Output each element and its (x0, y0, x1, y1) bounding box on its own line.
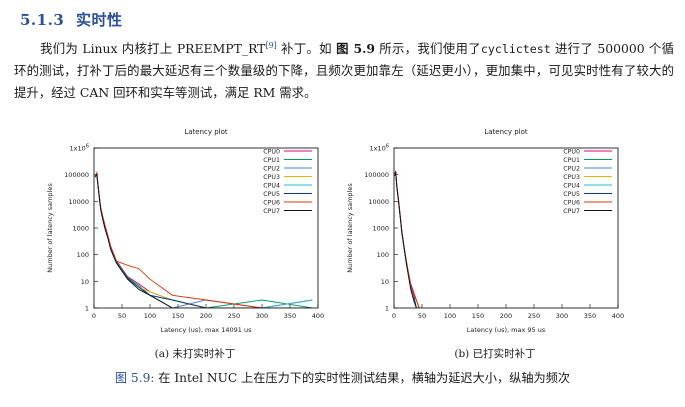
y-tick-label: 1 (385, 305, 389, 313)
x-tick-label: 200 (200, 312, 212, 320)
series-line-cpu1 (394, 171, 422, 308)
y-tick-label: 10000 (368, 198, 389, 206)
x-tick-label: 400 (312, 312, 324, 320)
legend-label-cpu2: CPU2 (263, 166, 280, 173)
legend-label-cpu4: CPU4 (263, 183, 280, 190)
citation-link[interactable]: [9] (265, 40, 277, 50)
y-tick-label: 100 (77, 251, 89, 259)
plot-frame (393, 147, 619, 309)
figure-caption-label: 图 5.9: (114, 371, 155, 385)
x-tick-label: 150 (472, 312, 484, 320)
legend-label-cpu0: CPU0 (263, 149, 280, 156)
latency-plot-unpatched-svg: Latency plot 1 10 100 1000 10000 100000 1x106 0 5… (46, 128, 324, 334)
latency-plot-patched: Latency plot 1 10 100 1000 10000 100000 1x106 0 5… (340, 122, 630, 362)
y-tick-exponent: 6 (386, 144, 389, 150)
x-axis-label: Latency (us), max 14091 us (161, 326, 253, 334)
series-line-cpu5 (394, 171, 422, 308)
y-tick-label: 10 (381, 278, 389, 286)
figure-caption-text: 在 Intel NUC 上在压力下的实时性测试结果，横轴为延迟大小，纵轴为频次 (154, 371, 571, 385)
x-tick-label: 350 (284, 312, 296, 320)
y-tick-label: 10000 (68, 198, 89, 206)
x-tick-label: 300 (556, 312, 568, 320)
x-tick-label: 250 (528, 312, 540, 320)
legend-label-cpu1: CPU1 (263, 157, 280, 164)
body-paragraph: 我们为 Linux 内核打上 PREEMPT_RT[9] 补丁。如 图 5.9 … (14, 38, 674, 104)
x-tick-label: 400 (612, 312, 624, 320)
x-tick-label: 150 (172, 312, 184, 320)
x-tick-label: 250 (228, 312, 240, 320)
series-line-cpu4 (394, 172, 422, 308)
legend-label-cpu0: CPU0 (563, 149, 580, 156)
legend-label-cpu4: CPU4 (563, 183, 580, 190)
x-tick-label: 50 (118, 312, 126, 320)
figure-reference-link[interactable]: 图 5.9 (336, 41, 376, 56)
y-tick-label: 1 (85, 305, 89, 313)
figure-caption: 图 5.9: 在 Intel NUC 上在压力下的实时性测试结果，横轴为延迟大小… (0, 368, 685, 386)
latency-plot-unpatched: Latency plot 1 10 100 1000 10000 100000 1x106 0 5… (40, 122, 330, 362)
legend-label-cpu7: CPU7 (263, 208, 280, 215)
y-tick-label: 1x106 (370, 144, 389, 153)
series-line-cpu0 (394, 170, 422, 308)
x-tick-label: 350 (584, 312, 596, 320)
series-line-cpu6 (394, 171, 422, 308)
x-tick-label: 100 (444, 312, 456, 320)
code-text: cyclictest (480, 42, 551, 56)
series-line-cpu3 (394, 171, 422, 308)
x-tick-label: 0 (92, 312, 96, 320)
x-tick-label: 50 (418, 312, 426, 320)
x-tick-label: 0 (392, 312, 396, 320)
x-tick-label: 200 (500, 312, 512, 320)
section-number: 5.1.3 (20, 11, 65, 29)
paragraph-text: 进行了 500000 个循环的测试，打补丁后的最大延迟有三个数量级的下降，且频次… (14, 41, 674, 100)
subfigure-caption-a: (a) 未打实时补丁 (154, 348, 236, 360)
y-tick-label: 100000 (364, 171, 389, 179)
y-tick-label: 1000 (372, 225, 389, 233)
legend-label-cpu3: CPU3 (563, 174, 580, 181)
series-line-cpu2 (394, 171, 422, 308)
x-axis-label: Latency (us), max 95 us (467, 326, 546, 334)
chart-title: Latency plot (484, 128, 528, 136)
y-tick-label: 100000 (64, 171, 89, 179)
legend-label-cpu1: CPU1 (563, 157, 580, 164)
subfigure-caption-b: (b) 已打实时补丁 (454, 348, 536, 360)
legend-label-cpu5: CPU5 (563, 191, 580, 198)
y-axis-label: Number of latency samples (346, 183, 354, 273)
y-tick-label: 1x106 (70, 144, 89, 153)
y-tick-label: 1000 (72, 225, 89, 233)
y-axis-label: Number of latency samples (46, 183, 54, 273)
x-tick-label: 300 (256, 312, 268, 320)
section-title: 实时性 (76, 11, 123, 29)
x-tick-label: 100 (144, 312, 156, 320)
legend-label-cpu6: CPU6 (263, 200, 280, 207)
legend-label-cpu2: CPU2 (563, 166, 580, 173)
legend-label-cpu6: CPU6 (563, 200, 580, 207)
y-tick-exponent: 6 (86, 144, 89, 150)
legend-label-cpu3: CPU3 (263, 174, 280, 181)
y-tick-label: 10 (81, 278, 89, 286)
series-line-cpu7 (394, 172, 422, 308)
section-heading: 5.1.3 实时性 (20, 9, 123, 30)
chart-title: Latency plot (184, 128, 228, 136)
paragraph-text: 我们为 Linux 内核打上 PREEMPT_RT (40, 41, 266, 56)
paragraph-text: 补丁。如 (276, 41, 337, 56)
paragraph-text: 所示，我们使用了 (375, 41, 481, 56)
latency-plot-patched-svg: Latency plot 1 10 100 1000 10000 100000 1x106 0 5… (346, 128, 624, 334)
series-line-cpu7 (94, 173, 313, 308)
legend-label-cpu7: CPU7 (563, 208, 580, 215)
y-tick-label: 100 (377, 251, 389, 259)
legend-label-cpu5: CPU5 (263, 191, 280, 198)
plot-frame (93, 147, 319, 309)
